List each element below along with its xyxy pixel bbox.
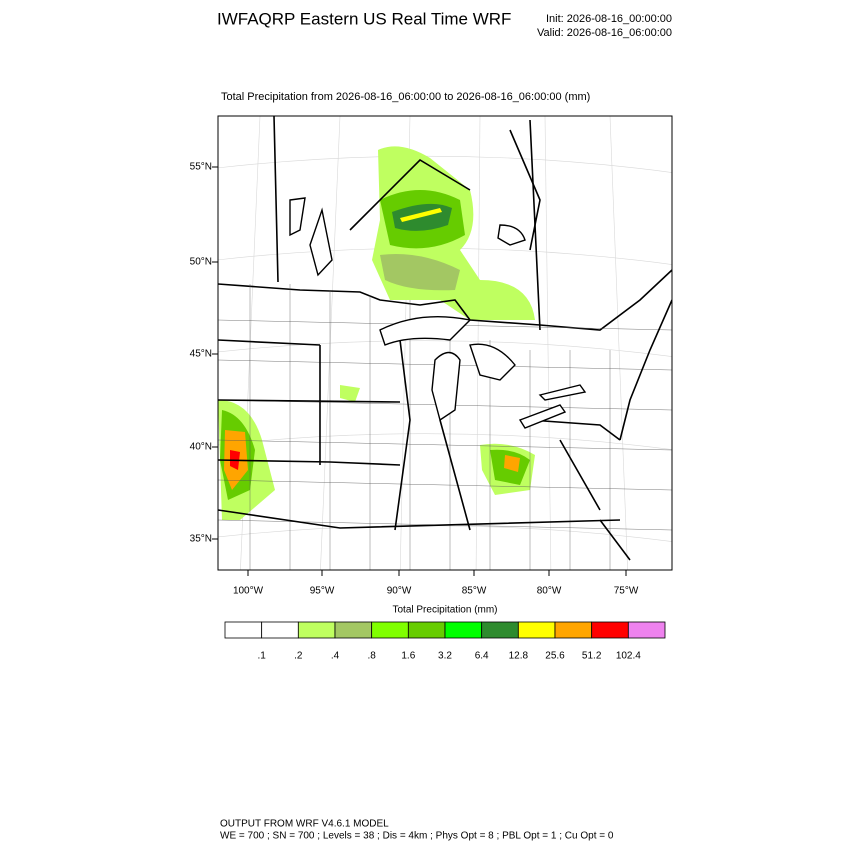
colorbar-box: [334, 621, 373, 639]
colorbar-box: [224, 621, 263, 639]
colorbar-label: 12.8: [509, 651, 529, 662]
footer-line: WE = 700 ; SN = 700 ; Levels = 38 ; Dis …: [220, 831, 614, 842]
colorbar-box: [517, 621, 556, 639]
colorbar-label: 1.6: [401, 651, 415, 662]
colorbar-label: 51.2: [582, 651, 602, 662]
lon-label: 95°W: [310, 586, 335, 597]
lat-label: 50°N: [190, 257, 212, 268]
colorbar-box: [261, 621, 299, 639]
map-title: Total Precipitation from 2026-08-16_06:0…: [221, 91, 590, 103]
footer-line: OUTPUT FROM WRF V4.6.1 MODEL: [220, 819, 389, 830]
colorbar-box: [444, 621, 483, 639]
colorbar-label: .2: [294, 651, 303, 662]
colorbar-label: 25.6: [545, 651, 565, 662]
lon-label: 75°W: [614, 586, 639, 597]
colorbar-box: [407, 621, 446, 639]
colorbar-label: 6.4: [475, 651, 489, 662]
lat-label: 35°N: [190, 534, 212, 545]
title: IWFAQRP Eastern US Real Time WRF: [217, 9, 511, 28]
colorbar-label: 102.4: [616, 651, 641, 662]
colorbar-label: 3.2: [438, 651, 452, 662]
lat-label: 45°N: [190, 349, 212, 360]
colorbar-label: .1: [257, 651, 266, 662]
lat-label: 40°N: [190, 442, 212, 453]
lat-label: 55°N: [190, 162, 212, 173]
colorbar-box: [591, 621, 629, 639]
map-frame: [217, 115, 673, 571]
colorbar-box: [627, 621, 666, 639]
lon-label: 80°W: [537, 586, 562, 597]
colorbar-box: [371, 621, 409, 639]
lon-label: 85°W: [462, 586, 487, 597]
colorbar-title: Total Precipitation (mm): [392, 605, 497, 616]
map: [217, 115, 673, 571]
init-time: Init: 2026-08-16_00:00:00: [546, 13, 672, 25]
colorbar-box: [481, 621, 519, 639]
valid-time: Valid: 2026-08-16_06:00:00: [537, 27, 672, 39]
colorbar-box: [554, 621, 593, 639]
lon-label: 100°W: [233, 586, 264, 597]
colorbar-label: .8: [367, 651, 376, 662]
colorbar-box: [297, 621, 336, 639]
colorbar-label: .4: [331, 651, 340, 662]
lon-label: 90°W: [387, 586, 412, 597]
